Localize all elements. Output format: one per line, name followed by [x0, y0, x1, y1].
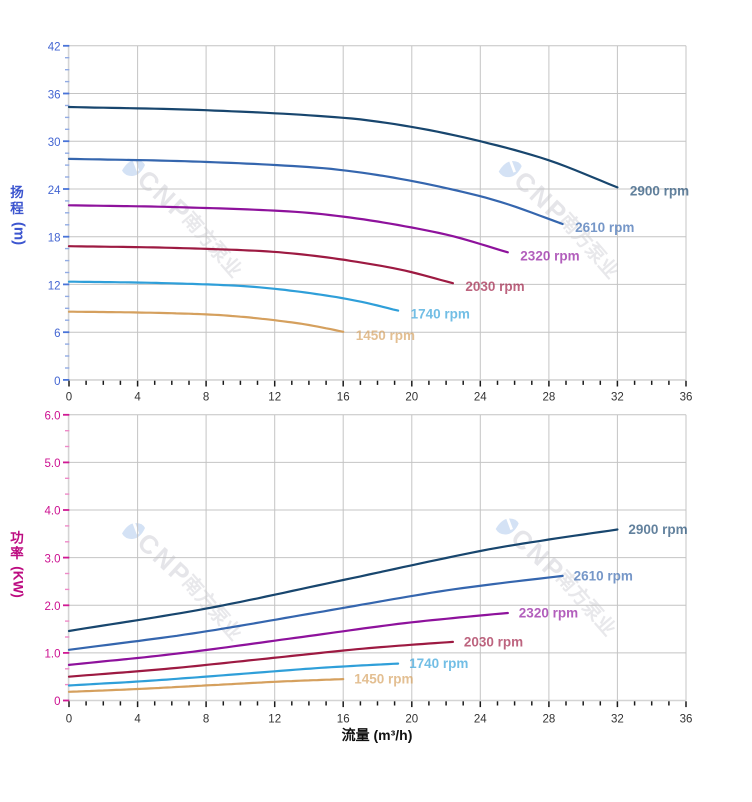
- svg-text:2900 rpm: 2900 rpm: [630, 183, 689, 198]
- svg-text:2030 rpm: 2030 rpm: [464, 634, 523, 649]
- svg-text:16: 16: [337, 714, 350, 726]
- svg-text:20: 20: [405, 714, 418, 726]
- svg-text:1740 rpm: 1740 rpm: [409, 656, 468, 671]
- svg-text:32: 32: [611, 391, 624, 403]
- svg-text:0: 0: [66, 714, 72, 726]
- svg-text:5.0: 5.0: [45, 458, 61, 470]
- svg-text:24: 24: [474, 714, 487, 726]
- svg-text:1740 rpm: 1740 rpm: [411, 307, 470, 322]
- svg-text:16: 16: [337, 391, 350, 403]
- svg-text:8: 8: [203, 391, 209, 403]
- svg-text:4.0: 4.0: [45, 506, 61, 518]
- svg-text:(m): (m): [11, 222, 28, 245]
- svg-text:28: 28: [543, 714, 556, 726]
- svg-text:8: 8: [203, 714, 209, 726]
- svg-text:3.0: 3.0: [45, 553, 61, 565]
- svg-text:0: 0: [54, 696, 60, 708]
- svg-text:2320 rpm: 2320 rpm: [520, 248, 579, 263]
- svg-text:12: 12: [48, 280, 61, 292]
- svg-text:2320 rpm: 2320 rpm: [519, 606, 578, 621]
- svg-text:30: 30: [48, 137, 61, 149]
- svg-text:6: 6: [54, 328, 60, 340]
- svg-text:36: 36: [680, 714, 693, 726]
- svg-text:(KW): (KW): [10, 566, 25, 597]
- svg-text:4: 4: [134, 391, 141, 403]
- svg-text:1450 rpm: 1450 rpm: [354, 672, 413, 687]
- svg-text:流量 (m³/h): 流量 (m³/h): [342, 727, 413, 743]
- svg-text:36: 36: [680, 391, 693, 403]
- svg-text:28: 28: [543, 391, 556, 403]
- svg-text:1450 rpm: 1450 rpm: [356, 328, 415, 343]
- svg-text:1.0: 1.0: [45, 649, 61, 661]
- svg-text:18: 18: [48, 233, 61, 245]
- svg-text:4: 4: [134, 714, 141, 726]
- svg-text:36: 36: [48, 89, 61, 101]
- svg-text:32: 32: [611, 714, 624, 726]
- svg-text:2610 rpm: 2610 rpm: [575, 220, 634, 235]
- svg-text:功: 功: [10, 531, 24, 546]
- svg-text:2030 rpm: 2030 rpm: [465, 279, 524, 294]
- svg-text:2900 rpm: 2900 rpm: [628, 522, 687, 537]
- svg-text:率: 率: [10, 545, 24, 561]
- svg-text:0: 0: [66, 391, 72, 403]
- svg-text:12: 12: [268, 391, 281, 403]
- svg-text:扬: 扬: [10, 184, 24, 200]
- svg-text:24: 24: [48, 185, 61, 197]
- svg-text:12: 12: [268, 714, 281, 726]
- svg-text:6.0: 6.0: [45, 411, 61, 423]
- svg-text:2.0: 2.0: [45, 601, 61, 613]
- svg-text:42: 42: [48, 42, 61, 54]
- svg-text:2610 rpm: 2610 rpm: [574, 568, 633, 583]
- svg-text:0: 0: [54, 376, 60, 388]
- svg-text:程: 程: [10, 201, 24, 216]
- svg-text:20: 20: [405, 391, 418, 403]
- svg-text:24: 24: [474, 391, 487, 403]
